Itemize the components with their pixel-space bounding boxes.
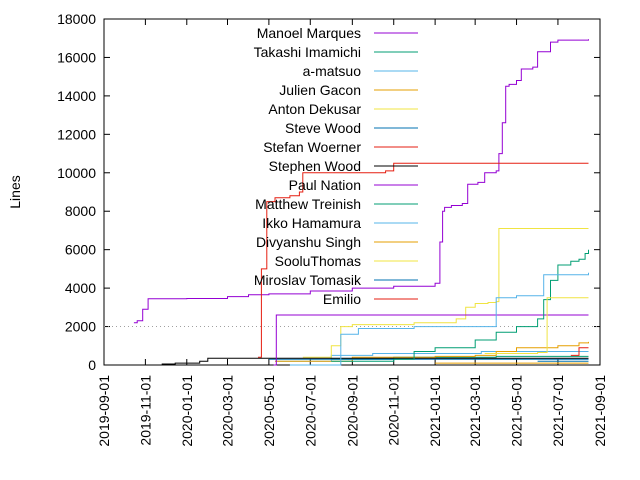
plot-axes: 0 2000 4000 6000 8000 10000 12000 14000 16000 180… (57, 11, 608, 447)
series-line (161, 357, 589, 365)
x-tick-label: 2020-07-01 (302, 375, 318, 447)
legend-label: Manoel Marques (257, 25, 361, 41)
series-line (258, 162, 589, 358)
x-tick-label: 2021-05-01 (509, 375, 525, 447)
y-tick-label: 2000 (65, 319, 96, 335)
legend-label: Stefan Woerner (263, 139, 361, 155)
legend-label: SooluThomas (275, 253, 361, 269)
series-line (484, 297, 589, 354)
x-tick-label: 2019-11-01 (137, 375, 153, 446)
y-tick-label: 0 (88, 357, 96, 373)
series-line (273, 314, 589, 366)
x-tick-label: 2021-03-01 (467, 375, 483, 447)
legend-label: Ikko Hamamura (262, 215, 361, 231)
y-axis-label: Lines (7, 175, 23, 208)
y-tick-label: 16000 (57, 49, 96, 65)
series-line (133, 39, 589, 324)
legend-label: Divyanshu Singh (256, 234, 361, 250)
y-tick-label: 10000 (57, 165, 96, 181)
x-tick-label: 2019-09-01 (96, 375, 112, 447)
y-tick-label: 8000 (65, 203, 96, 219)
series-line (570, 347, 589, 356)
y-tick-label: 18000 (57, 11, 96, 27)
legend-label: Paul Nation (289, 177, 361, 193)
legend-label: Steve Wood (285, 120, 361, 136)
x-tick-label: 2020-01-01 (179, 375, 195, 447)
legend-label: Miroslav Tomasik (254, 272, 362, 288)
legend-label: Takashi Imamichi (254, 44, 361, 60)
x-tick-label: 2021-07-01 (550, 375, 566, 447)
series-line (331, 249, 589, 362)
legend-label: Anton Dekusar (268, 101, 361, 117)
x-tick-label: 2020-03-01 (219, 375, 235, 447)
series-line (275, 341, 589, 362)
series-lines (133, 39, 589, 366)
y-tick-label: 6000 (65, 242, 96, 258)
legend-label: Matthew Treinish (255, 196, 361, 212)
y-tick-label: 4000 (65, 280, 96, 296)
legend-label: Emilio (323, 291, 361, 307)
x-tick-label: 2020-11-01 (386, 375, 402, 446)
x-tick-label: 2020-09-01 (344, 375, 360, 447)
y-tick-label: 14000 (57, 88, 96, 104)
legend: Manoel Marques Takashi Imamichi a-matsuo Ju… (254, 25, 418, 307)
y-tick-label: 12000 (57, 126, 96, 142)
series-line (289, 272, 589, 366)
x-tick-label: 2021-09-01 (592, 375, 608, 447)
legend-label: Stephen Wood (269, 158, 361, 174)
x-tick-label: 2020-05-01 (261, 375, 277, 447)
legend-label: Julien Gacon (279, 82, 361, 98)
legend-label: a-matsuo (303, 63, 362, 79)
x-tick-label: 2021-01-01 (427, 375, 443, 447)
